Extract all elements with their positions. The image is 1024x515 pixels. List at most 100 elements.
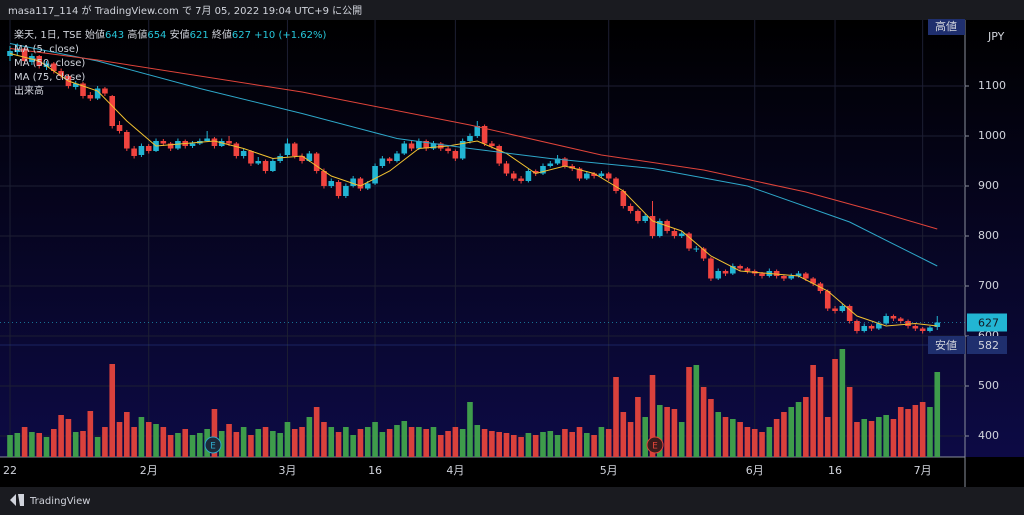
candle-body — [642, 216, 649, 221]
y-tick-label: 500 — [978, 379, 999, 392]
y-tick-label: 400 — [978, 429, 999, 442]
volume-bar — [919, 402, 926, 457]
candle-body — [832, 308, 838, 311]
volume-bar — [277, 433, 283, 457]
high-box — [928, 19, 965, 35]
volume-bar — [934, 372, 941, 457]
volume-bar — [810, 365, 816, 457]
volume-bar — [270, 431, 276, 457]
volume-bar — [510, 435, 517, 457]
candle-body — [233, 143, 240, 156]
candle-body — [306, 153, 313, 161]
candle-body — [430, 143, 437, 149]
volume-bar — [839, 349, 846, 457]
candle-body — [919, 328, 926, 331]
candle-body — [540, 166, 546, 174]
volume-bar — [343, 427, 349, 457]
candle-body — [437, 143, 444, 149]
candle-body — [897, 318, 904, 321]
candle-body — [547, 163, 554, 166]
volume-bar — [766, 427, 773, 457]
volume-bar — [846, 387, 853, 457]
candle-body — [408, 143, 415, 149]
candle-body — [350, 178, 356, 186]
candle-body — [868, 326, 875, 329]
candle-body — [72, 83, 79, 87]
candle-body — [598, 173, 605, 176]
moving-averages — [9, 43, 938, 327]
volume-bar — [678, 422, 685, 457]
volume-bar — [335, 432, 342, 457]
volume — [7, 349, 941, 457]
indicator-label: 出来高 — [14, 86, 44, 97]
low-label: 安値 — [935, 338, 957, 352]
candle-body — [554, 158, 561, 164]
volume-bar — [554, 435, 561, 457]
volume-bar — [87, 411, 94, 457]
volume-bar — [525, 433, 532, 457]
candle-body — [576, 168, 583, 179]
candle-body — [810, 278, 816, 284]
candle-body — [467, 136, 473, 141]
candle-body — [759, 273, 765, 276]
svg-text:E: E — [210, 442, 216, 452]
ohlc-value: 643 — [105, 30, 125, 41]
volume-bar — [657, 405, 663, 457]
volume-bar — [861, 419, 868, 457]
volume-bar — [80, 431, 86, 457]
y-tick-label: 700 — [978, 279, 999, 292]
volume-bar — [372, 422, 378, 457]
candle-body — [226, 141, 232, 144]
logo — [10, 494, 24, 506]
candle-body — [890, 316, 897, 319]
volume-bar — [350, 435, 356, 457]
volume-bar — [379, 432, 386, 457]
candle-body — [678, 233, 685, 236]
volume-bar — [116, 422, 123, 457]
candle-body — [649, 216, 656, 236]
change: +10 (+1.62%) — [254, 30, 327, 41]
candle-body — [781, 276, 787, 279]
volume-bar — [459, 429, 466, 457]
candle-body — [94, 88, 101, 99]
volume-bar — [21, 427, 28, 457]
volume-bar — [65, 419, 72, 457]
candle-body — [394, 153, 400, 161]
volume-bar — [854, 422, 860, 457]
candle-body — [686, 233, 692, 249]
event-icon: E — [646, 436, 664, 454]
volume-bar — [197, 433, 203, 457]
ohlc-label: 終値 — [211, 30, 232, 41]
footer-text: TradingView — [29, 496, 90, 507]
candle-body — [291, 143, 298, 156]
volume-bar — [138, 417, 145, 457]
last-price-label: 627 — [978, 317, 999, 330]
time-axis-bg — [0, 457, 1024, 487]
volume-bar — [299, 427, 305, 457]
candle-body — [240, 151, 247, 156]
candle-body — [657, 221, 663, 236]
candle-body — [343, 186, 349, 196]
event-icon: E — [204, 436, 222, 454]
candle-body — [795, 273, 802, 276]
ohlc-label: 高値 — [127, 30, 148, 41]
ma-line — [9, 43, 938, 267]
candle-body — [824, 291, 831, 309]
candle-body — [525, 171, 532, 181]
low-box — [928, 336, 965, 354]
volume-bar — [759, 432, 765, 457]
volume-bar — [306, 417, 313, 457]
volume-bar — [321, 422, 327, 457]
y-tick-label: 800 — [978, 229, 999, 242]
candle-body — [839, 306, 846, 311]
volume-bar — [102, 427, 108, 457]
x-tick-label: 2月 — [140, 464, 158, 477]
candle-body — [277, 156, 283, 161]
volume-bar — [824, 417, 831, 457]
x-tick-label: 16 — [368, 464, 382, 477]
candle-body — [313, 153, 320, 171]
volume-bar — [627, 422, 634, 457]
footer-bar — [0, 487, 1024, 515]
volume-bar — [569, 432, 575, 457]
candle-body — [481, 126, 488, 144]
